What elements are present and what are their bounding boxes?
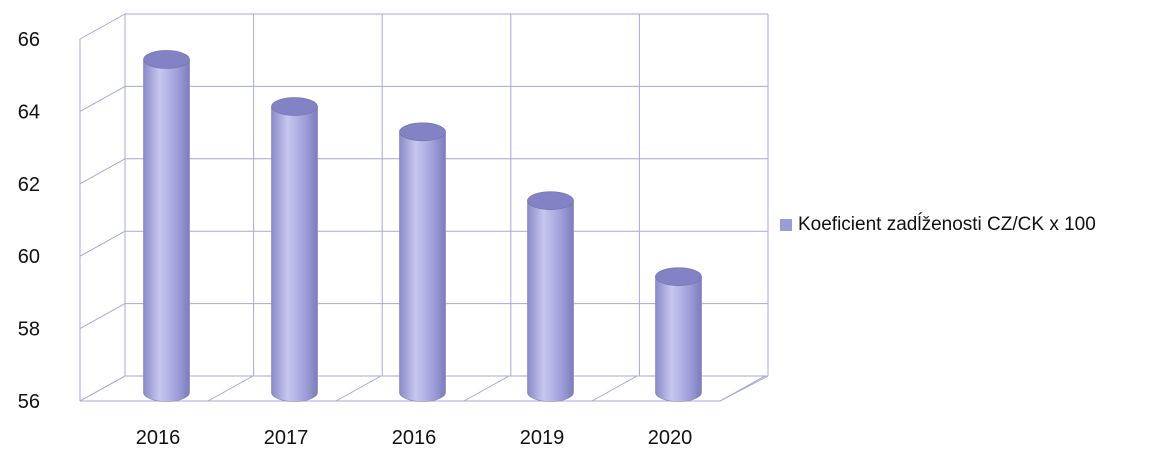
y-tick-label: 60: [18, 246, 40, 268]
x-tick-label: 2020: [648, 427, 693, 449]
floor-gridline: [207, 375, 254, 402]
side-gridline: [79, 303, 126, 330]
bar: [271, 106, 318, 402]
legend: Koeficient zadĺženosti CZ/CK x 100: [780, 214, 1096, 236]
bars: [143, 50, 702, 402]
bar: [655, 276, 702, 402]
floor-gridline: [463, 375, 510, 402]
x-tick-label: 2016: [136, 427, 181, 449]
bar-top: [655, 267, 702, 286]
floor-gridline: [591, 375, 638, 402]
x-tick-label: 2016: [392, 427, 437, 449]
side-gridline: [79, 85, 126, 112]
legend-label: Koeficient zadĺženosti CZ/CK x 100: [798, 214, 1096, 235]
legend-swatch: [780, 219, 792, 231]
y-axis: 56 58 60 62 64 66: [18, 29, 40, 413]
y-tick-label: 58: [18, 319, 40, 341]
bar-top: [271, 97, 318, 116]
y-tick-label: 56: [18, 391, 40, 413]
side-gridline: [79, 13, 126, 40]
floor-gridline: [335, 375, 382, 402]
y-tick-label: 64: [18, 101, 40, 123]
bar-top: [143, 50, 190, 69]
side-gridline: [79, 230, 126, 257]
bar-top: [399, 122, 446, 142]
chart-grid: [79, 13, 769, 402]
floor-right-edge: [719, 375, 769, 402]
x-tick-label: 2017: [264, 427, 309, 449]
x-tick-label: 2019: [520, 427, 565, 449]
y-tick-label: 62: [18, 174, 40, 196]
bar: [399, 131, 446, 402]
x-axis: 2016 2017 2016 2019 2020: [136, 427, 693, 449]
side-gridline: [79, 158, 126, 185]
bar-top: [527, 191, 574, 210]
y-tick-label: 66: [18, 29, 40, 51]
floor-gridline: [79, 375, 126, 402]
bar: [143, 59, 190, 402]
bar: [527, 200, 574, 402]
